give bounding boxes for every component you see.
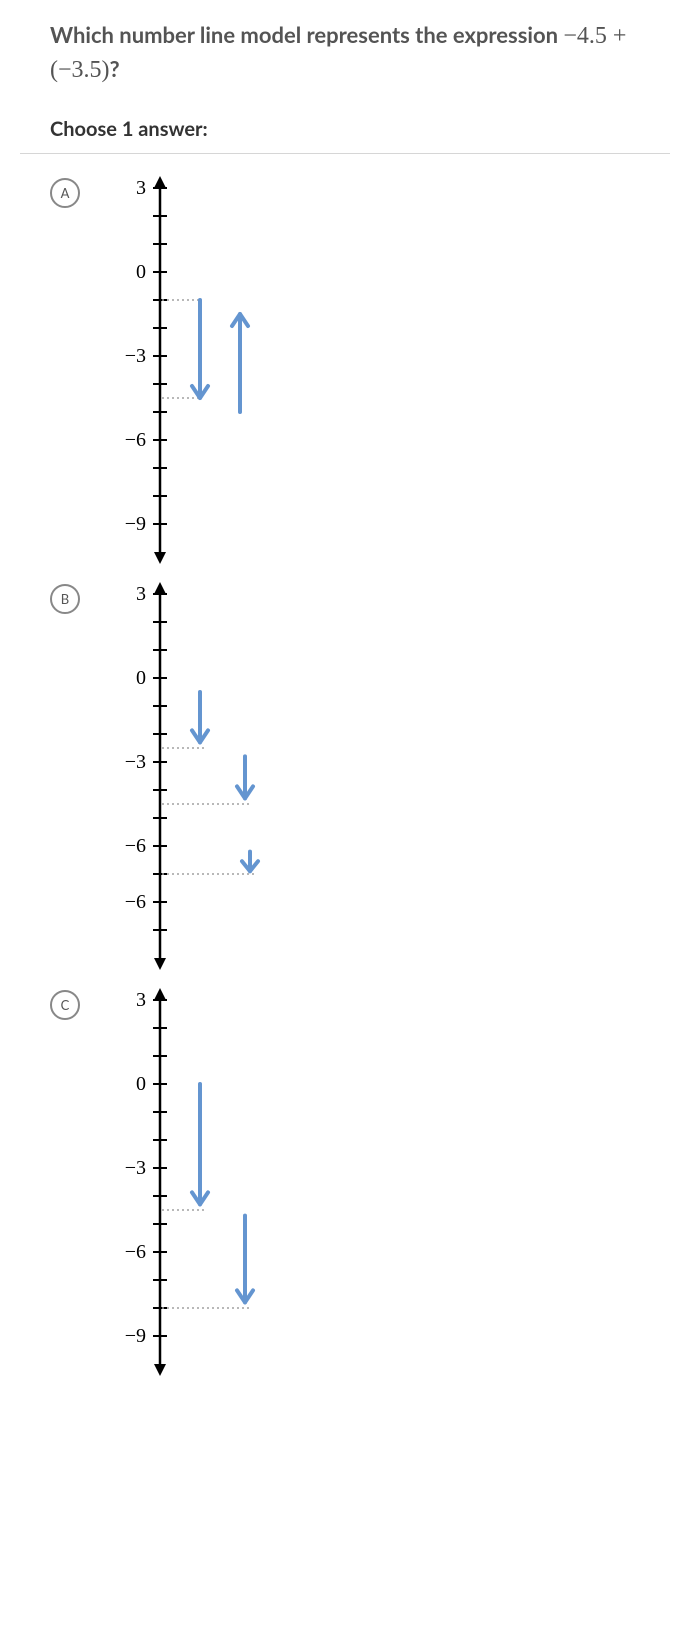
question-prefix: Which number line model represents the e… [50, 21, 563, 48]
question-suffix: ? [110, 55, 120, 82]
svg-text:−9: −9 [125, 513, 146, 535]
svg-text:−3: −3 [125, 345, 146, 367]
radio-c[interactable]: C [50, 990, 80, 1020]
svg-text:−3: −3 [125, 751, 146, 773]
option-c[interactable]: C 3 0 −3 −6 −9 [50, 986, 640, 1382]
svg-text:3: 3 [136, 989, 146, 1011]
number-line: 3 0 −3 −6 −9 [100, 174, 300, 566]
svg-text:−6: −6 [125, 891, 146, 913]
svg-text:−6: −6 [125, 1241, 146, 1263]
number-line: 3 0 −3 −6 −9 [100, 986, 300, 1378]
svg-text:−3: −3 [125, 1157, 146, 1179]
option-b[interactable]: B30−3−6−6−9 [50, 580, 640, 976]
radio-b[interactable]: B [50, 584, 80, 614]
radio-a[interactable]: A [50, 178, 80, 208]
question-text: Which number line model represents the e… [50, 20, 640, 87]
svg-text:0: 0 [136, 667, 146, 689]
numberline-wrap: 30−3−6−6−9 [100, 580, 300, 976]
svg-text:−6: −6 [125, 429, 146, 451]
svg-text:−9: −9 [125, 1325, 146, 1347]
number-line: 30−3−6−6−9 [100, 580, 300, 972]
option-a[interactable]: A 3 0 −3 −6 −9 [50, 174, 640, 570]
choose-label: Choose 1 answer: [50, 117, 640, 141]
svg-text:0: 0 [136, 261, 146, 283]
numberline-wrap: 3 0 −3 −6 −9 [100, 986, 300, 1382]
svg-text:3: 3 [136, 177, 146, 199]
svg-text:−6: −6 [125, 835, 146, 857]
svg-text:3: 3 [136, 583, 146, 605]
numberline-wrap: 3 0 −3 −6 −9 [100, 174, 300, 570]
svg-text:0: 0 [136, 1073, 146, 1095]
divider [20, 153, 670, 154]
